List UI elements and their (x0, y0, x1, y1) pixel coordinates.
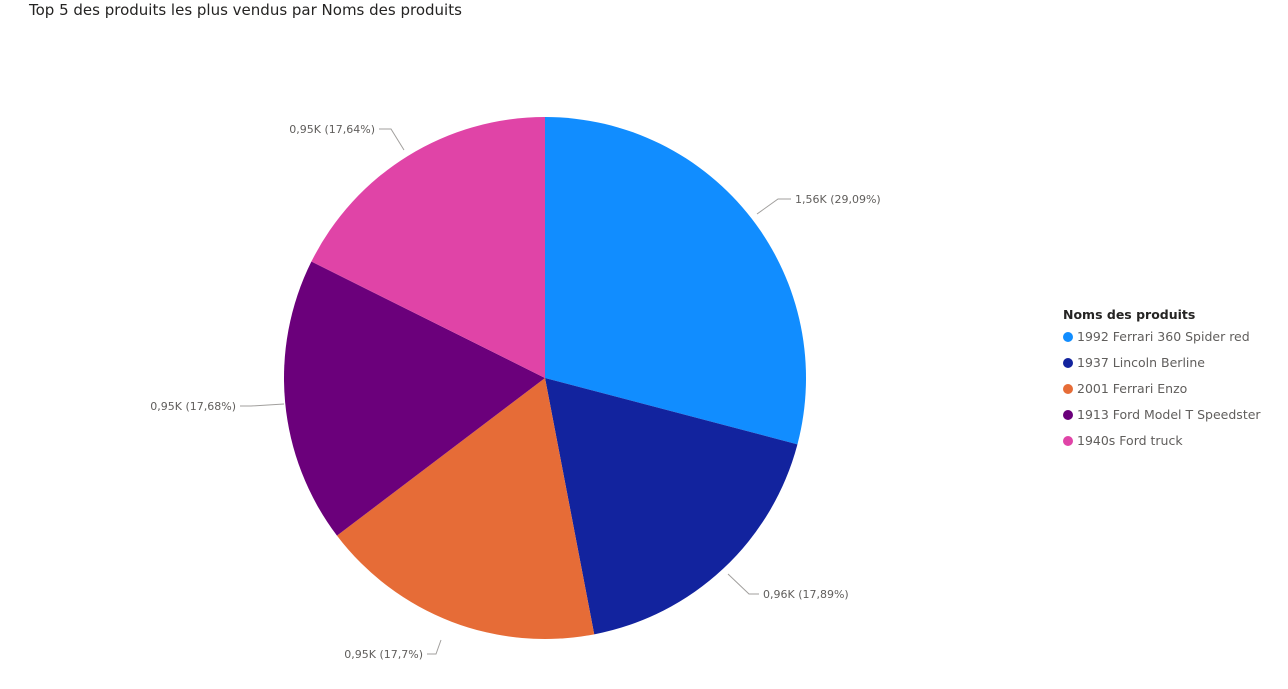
legend-title: Noms des produits (1063, 307, 1196, 322)
pie-slice[interactable] (336, 378, 595, 640)
legend: Noms des produits 1992 Ferrari 360 Spide… (1063, 306, 1261, 454)
leader-line (240, 403, 285, 407)
legend-label: 1940s Ford truck (1077, 433, 1183, 448)
pie-slice[interactable] (311, 117, 545, 378)
legend-swatch (1063, 436, 1073, 446)
data-label: 1,56K (29,09%) (795, 193, 881, 206)
data-label: 0,95K (17,7%) (344, 648, 423, 661)
leader-line (427, 639, 442, 655)
leader-line (756, 198, 791, 215)
legend-swatch (1063, 358, 1073, 368)
legend-label: 1913 Ford Model T Speedster (1077, 407, 1261, 422)
legend-swatch (1063, 384, 1073, 394)
data-label: 0,96K (17,89%) (763, 588, 849, 601)
legend-label: 2001 Ferrari Enzo (1077, 381, 1188, 396)
leader-line (379, 128, 405, 151)
data-label: 0,95K (17,64%) (289, 123, 375, 136)
legend-swatch (1063, 332, 1073, 342)
pie-slice[interactable] (545, 116, 807, 445)
chart-title: Top 5 des produits les plus vendus par N… (29, 1, 462, 19)
data-label: 0,95K (17,68%) (150, 400, 236, 413)
legend-item[interactable]: 1937 Lincoln Berline (1063, 350, 1261, 376)
pie-slice[interactable] (283, 261, 545, 536)
legend-item[interactable]: 1913 Ford Model T Speedster (1063, 402, 1261, 428)
legend-item[interactable]: 1940s Ford truck (1063, 428, 1261, 454)
legend-label: 1992 Ferrari 360 Spider red (1077, 329, 1250, 344)
legend-swatch (1063, 410, 1073, 420)
leader-line (727, 573, 759, 595)
pie-slice[interactable] (545, 378, 798, 635)
legend-item[interactable]: 1992 Ferrari 360 Spider red (1063, 324, 1261, 350)
legend-item[interactable]: 2001 Ferrari Enzo (1063, 376, 1261, 402)
legend-label: 1937 Lincoln Berline (1077, 355, 1205, 370)
